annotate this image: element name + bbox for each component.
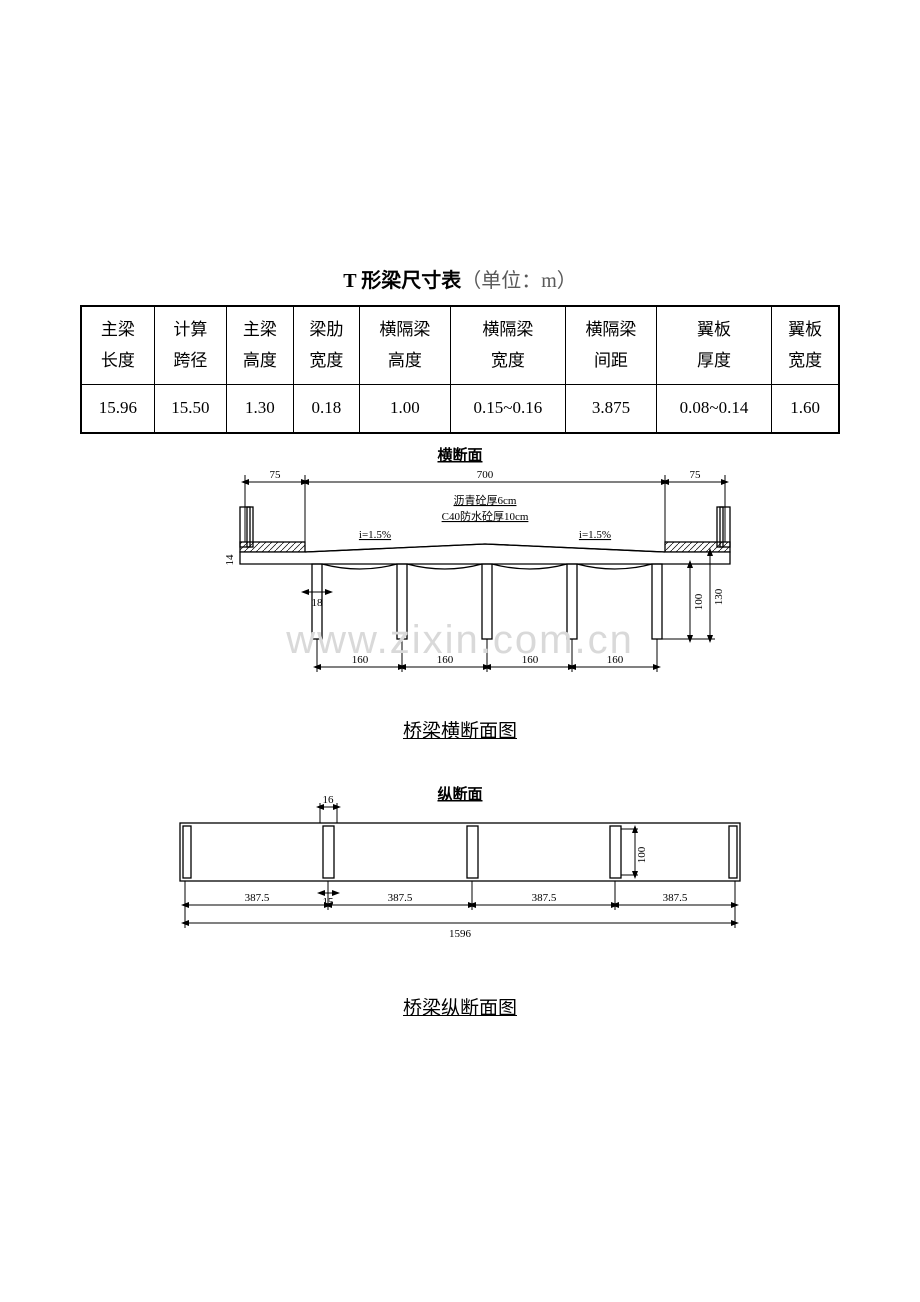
table-header: 横隔梁高度 (360, 306, 451, 385)
table-header: 梁肋宽度 (293, 306, 359, 385)
longi-section-diagram: 纵断面 16 100 15 (0, 783, 920, 953)
table-header: 主梁长度 (81, 306, 154, 385)
svg-text:130: 130 (713, 588, 725, 605)
table-header: 翼板厚度 (656, 306, 772, 385)
svg-text:14: 14 (224, 554, 236, 566)
table-cell: 3.875 (566, 385, 657, 433)
table-header: 计算跨径 (154, 306, 226, 385)
table-header: 主梁高度 (227, 306, 293, 385)
longi-caption: 桥梁纵断面图 (0, 993, 920, 1020)
table-cell: 1.00 (360, 385, 451, 433)
svg-text:i=1.5%: i=1.5% (579, 529, 611, 541)
cross-section-diagram: 横断面 75 700 75 沥青砼厚6cm C40防水砼厚10cm i=1.5%… (0, 442, 920, 702)
svg-text:1596: 1596 (449, 928, 472, 940)
svg-text:160: 160 (522, 654, 539, 666)
dimension-table: 主梁长度计算跨径主梁高度梁肋宽度横隔梁高度横隔梁宽度横隔梁间距翼板厚度翼板宽度 … (80, 305, 840, 434)
table-title: T 形梁尺寸表（单位：m） (0, 264, 920, 293)
title-unit: （单位：m） (461, 270, 577, 292)
table-cell: 1.60 (772, 385, 839, 433)
svg-text:700: 700 (477, 469, 494, 481)
svg-text:100: 100 (693, 593, 705, 610)
svg-text:75: 75 (270, 469, 282, 481)
table-header: 横隔梁间距 (566, 306, 657, 385)
longi-title: 纵断面 (437, 785, 482, 803)
svg-text:160: 160 (437, 654, 454, 666)
svg-text:387.5: 387.5 (388, 892, 413, 904)
svg-text:沥青砼厚6cm: 沥青砼厚6cm (454, 494, 517, 507)
svg-text:100: 100 (636, 846, 648, 863)
cross-title: 横断面 (437, 446, 482, 464)
table-cell: 15.96 (81, 385, 154, 433)
table-cell: 15.50 (154, 385, 226, 433)
svg-text:18: 18 (312, 597, 324, 609)
svg-text:16: 16 (323, 794, 335, 806)
svg-text:i=1.5%: i=1.5% (359, 529, 391, 541)
table-header: 横隔梁宽度 (450, 306, 566, 385)
table-cell: 1.30 (227, 385, 293, 433)
svg-text:C40防水砼厚10cm: C40防水砼厚10cm (442, 509, 529, 523)
svg-text:75: 75 (690, 469, 702, 481)
svg-text:160: 160 (352, 654, 369, 666)
table-cell: 0.18 (293, 385, 359, 433)
svg-text:387.5: 387.5 (663, 892, 688, 904)
table-header: 翼板宽度 (772, 306, 839, 385)
svg-text:160: 160 (607, 654, 624, 666)
table-cell: 0.15~0.16 (450, 385, 566, 433)
svg-text:387.5: 387.5 (245, 892, 270, 904)
title-bold: T 形梁尺寸表 (343, 270, 461, 292)
cross-caption: 桥梁横断面图 (0, 716, 920, 743)
svg-text:387.5: 387.5 (532, 892, 557, 904)
table-cell: 0.08~0.14 (656, 385, 772, 433)
